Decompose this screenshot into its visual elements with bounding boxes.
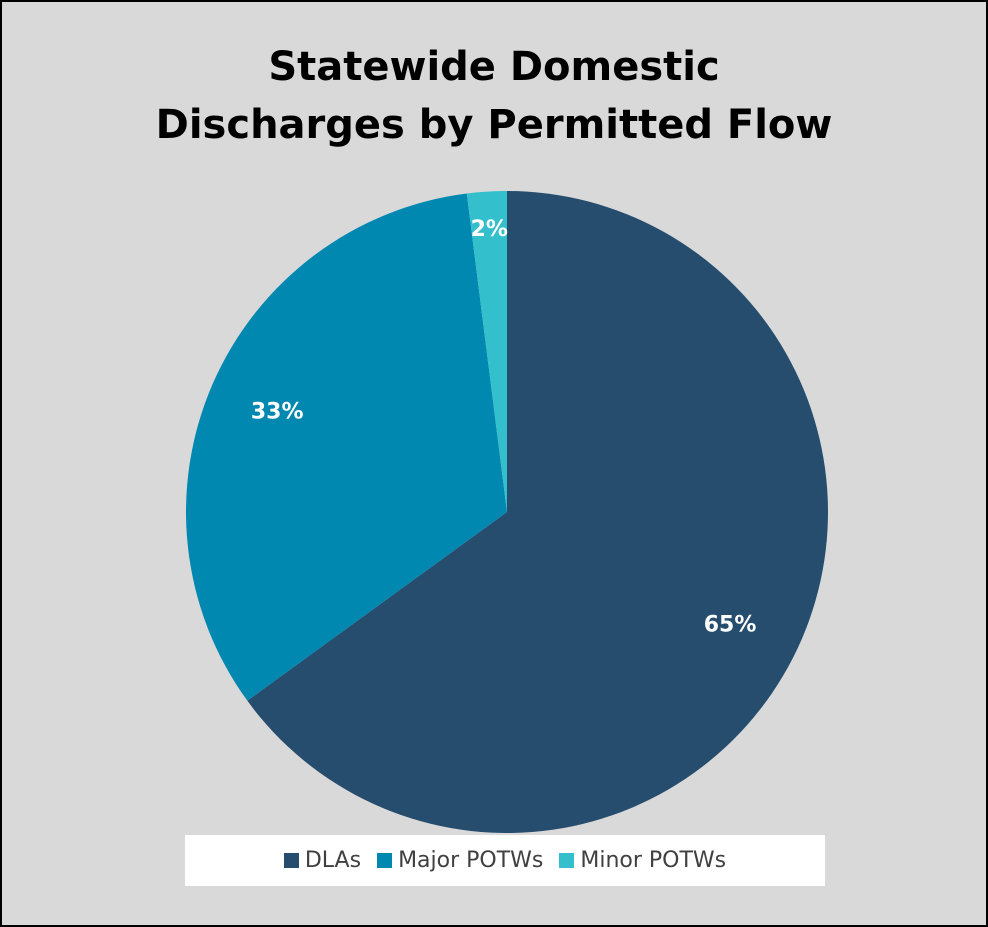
chart-title-line-1: Statewide Domestic (268, 44, 720, 90)
legend-swatch (283, 853, 299, 868)
data-label-major-potws: 33% (251, 400, 304, 425)
legend-item-minor-potws: Minor POTWs (559, 848, 726, 873)
pie-slice-major-potws (186, 193, 507, 701)
legend-swatch (377, 853, 393, 868)
legend-label: DLAs (304, 848, 362, 873)
legend-label: Major POTWs (398, 848, 544, 873)
data-label-minor-potws: 2% (471, 217, 508, 242)
chart-title: Statewide Domestic Discharges by Permitt… (2, 38, 986, 154)
legend-label: Minor POTWs (580, 848, 727, 873)
pie-slice-dlas (247, 191, 829, 833)
legend: DLAs Major POTWs Minor POTWs (185, 835, 825, 886)
data-label-dlas: 65% (704, 613, 757, 638)
legend-swatch (559, 853, 575, 868)
pie-slice-minor-potws (466, 191, 507, 512)
legend-item-major-potws: Major POTWs (377, 848, 543, 873)
legend-item-dlas: DLAs (283, 848, 362, 873)
chart-title-line-2: Discharges by Permitted Flow (155, 102, 833, 148)
